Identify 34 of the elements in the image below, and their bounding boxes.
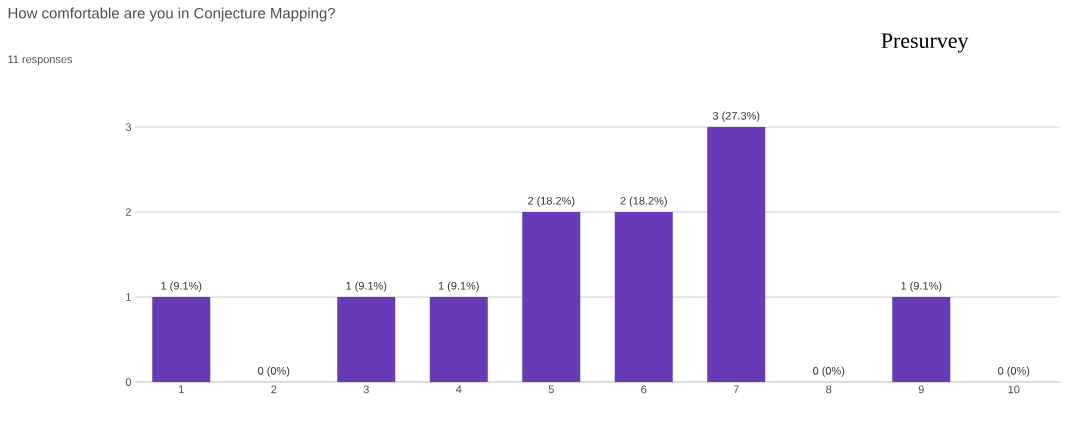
data-label: 1 (9.1%) [161, 281, 202, 292]
x-tick-label: 6 [641, 385, 647, 394]
x-tick-label: 2 [271, 385, 277, 394]
bar [337, 297, 396, 382]
text: Presurvey [881, 33, 969, 53]
bar [892, 297, 951, 382]
bar [707, 127, 766, 382]
data-label: 0 (0%) [998, 366, 1030, 377]
x-tick-label: 7 [733, 385, 739, 394]
y-tick-label: 1 [126, 293, 131, 301]
data-label: 1 (9.1%) [901, 281, 942, 292]
data-label: 0 (0%) [813, 366, 845, 377]
x-tick-label: 9 [918, 385, 924, 394]
data-label: 0 (0%) [258, 366, 290, 377]
bar [522, 212, 581, 382]
data-label: 2 (18.2%) [620, 196, 667, 207]
x-tick-label: 3 [363, 385, 369, 394]
chart-title: How comfortable are you in Conjecture Mapping? [8, 7, 335, 22]
bar [614, 212, 673, 382]
x-tick-label: 4 [455, 385, 462, 394]
y-tick-label: 2 [125, 208, 131, 216]
data-label: 1 (9.1%) [346, 281, 387, 292]
y-tick-label: 3 [125, 123, 131, 131]
x-tick-label: 10 [1008, 385, 1020, 394]
text: 11 responses [8, 55, 73, 66]
data-label: 1 (9.1%) [438, 281, 479, 292]
x-tick-label: 8 [826, 385, 832, 394]
data-label: 3 (27.3%) [712, 111, 760, 122]
y-tick-label: 0 [125, 378, 132, 386]
x-tick-label: 5 [548, 385, 554, 394]
bar [152, 297, 211, 382]
data-label: 2 (18.2%) [528, 196, 575, 207]
x-tick-label: 1 [179, 385, 184, 394]
bar [429, 297, 488, 382]
